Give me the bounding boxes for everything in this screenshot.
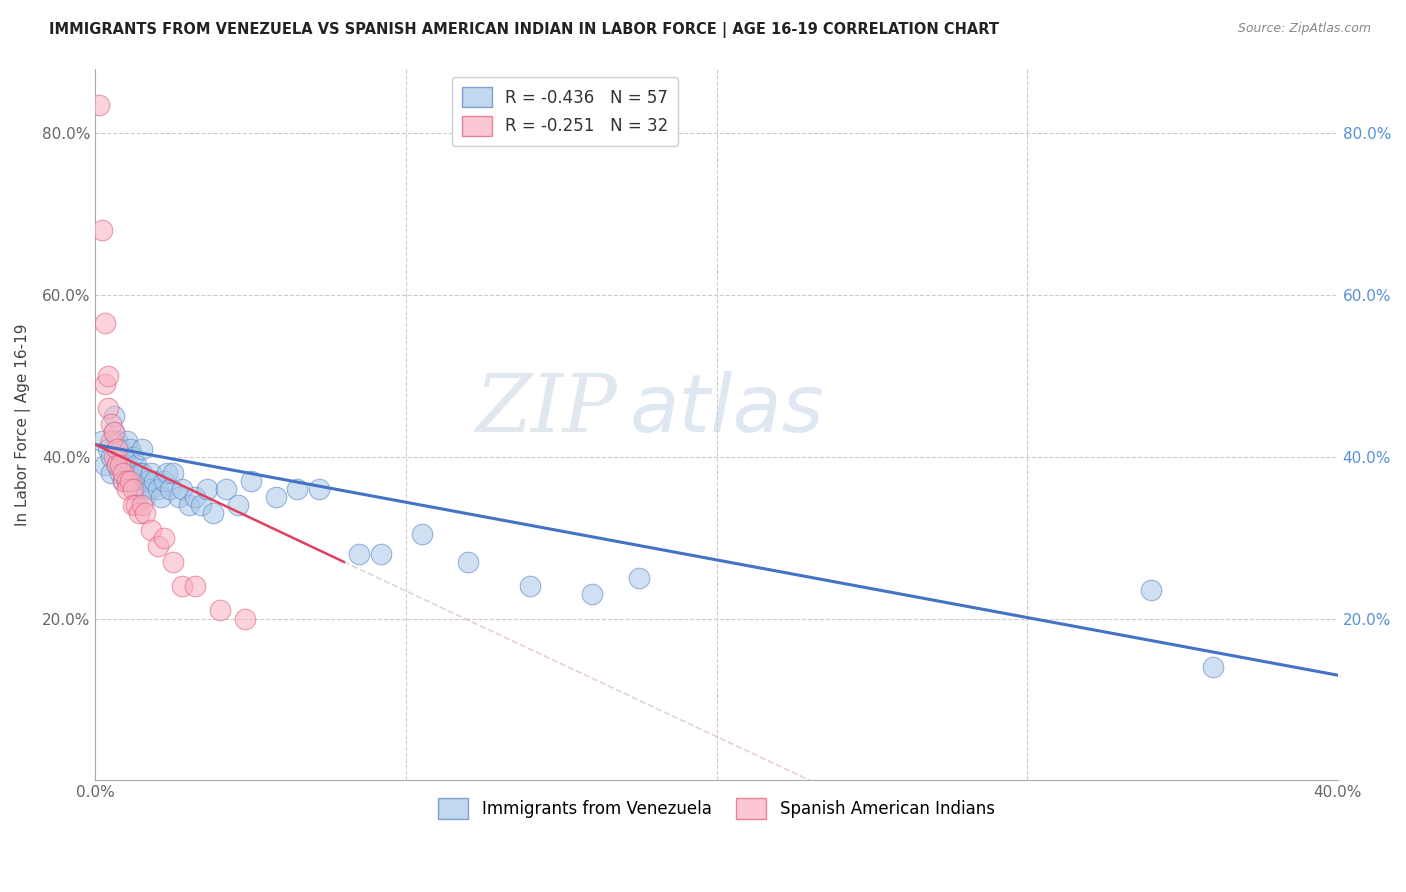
Legend: Immigrants from Venezuela, Spanish American Indians: Immigrants from Venezuela, Spanish Ameri… [432,792,1001,825]
Point [121,450,143,464]
Point [103,450,125,464]
Point [94,458,117,472]
Text: IMMIGRANTS FROM VENEZUELA VS SPANISH AMERICAN INDIAN IN LABOR FORCE | AGE 16-19 : IMMIGRANTS FROM VENEZUELA VS SPANISH AME… [49,22,1000,38]
Point [146,482,169,496]
Point [128,507,150,521]
Point [128,466,150,480]
Point [349,547,371,561]
Y-axis label: In Labor Force | Age 16-19: In Labor Force | Age 16-19 [15,323,31,525]
Text: ZIP: ZIP [475,371,617,449]
Point [125,458,148,472]
Point [100,417,122,432]
Point [110,442,132,456]
Point [239,474,262,488]
Point [94,376,117,391]
Point [97,442,120,456]
Text: Source: ZipAtlas.com: Source: ZipAtlas.com [1237,22,1371,36]
Point [162,555,184,569]
Point [141,482,163,496]
Point [131,466,153,480]
Point [627,571,650,585]
Point [112,474,135,488]
Point [97,401,120,416]
Point [411,526,433,541]
Point [228,498,250,512]
Point [134,507,156,521]
Point [103,425,125,440]
Point [152,474,174,488]
Point [121,482,143,496]
Point [110,466,132,480]
Point [457,555,479,569]
Point [94,316,117,330]
Point [90,223,112,237]
Point [264,490,287,504]
Point [233,611,256,625]
Point [87,98,110,112]
Point [115,434,138,448]
Point [152,531,174,545]
Point [136,474,159,488]
Point [105,458,128,472]
Point [169,490,191,504]
Point [105,442,128,456]
Point [202,507,225,521]
Point [112,466,135,480]
Point [519,579,541,593]
Point [110,458,132,472]
Point [149,490,172,504]
Point [103,409,125,424]
Point [159,482,181,496]
Point [146,539,169,553]
Point [105,434,128,448]
Point [195,482,218,496]
Point [141,523,163,537]
Point [131,442,153,456]
Point [121,474,143,488]
Point [125,482,148,496]
Point [131,498,153,512]
Point [90,434,112,448]
Point [112,450,135,464]
Point [143,474,166,488]
Point [190,498,212,512]
Point [162,466,184,480]
Point [156,466,179,480]
Point [118,474,141,488]
Point [308,482,330,496]
Point [1202,660,1225,674]
Point [172,579,194,593]
Point [125,498,148,512]
Point [1140,583,1163,598]
Point [285,482,308,496]
Point [97,368,120,383]
Point [103,425,125,440]
Point [184,579,207,593]
Point [215,482,238,496]
Text: atlas: atlas [630,371,824,450]
Point [581,587,603,601]
Point [184,490,207,504]
Point [177,498,200,512]
Point [118,442,141,456]
Point [208,603,231,617]
Point [115,458,138,472]
Point [172,482,194,496]
Point [112,474,135,488]
Point [105,458,128,472]
Point [115,474,138,488]
Point [121,498,143,512]
Point [370,547,392,561]
Point [141,466,163,480]
Point [115,482,138,496]
Point [100,466,122,480]
Point [100,450,122,464]
Point [134,490,156,504]
Point [100,434,122,448]
Point [118,466,141,480]
